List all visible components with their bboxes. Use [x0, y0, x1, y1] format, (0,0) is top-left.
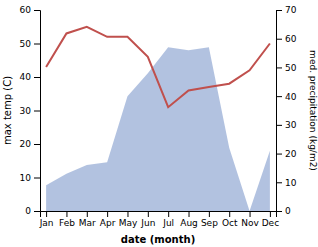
tick-label: 30	[20, 106, 32, 116]
tick: 40	[276, 92, 297, 102]
tick: May	[119, 211, 138, 228]
tick: 0	[25, 206, 40, 216]
axis-line	[41, 212, 277, 218]
y-axis-title: max temp (C)	[2, 76, 13, 145]
tick-label: 70	[285, 5, 297, 15]
tick: 60	[276, 34, 297, 44]
tick-mark	[276, 67, 282, 68]
tick-label: Apr	[100, 218, 116, 228]
tick-label: Aug	[180, 218, 198, 228]
tick-label: 40	[20, 72, 32, 82]
tick-label: 20	[20, 139, 32, 149]
tick-mark	[34, 144, 40, 145]
tick-label: 10	[285, 178, 297, 188]
tick: 50	[20, 39, 40, 49]
tick: 40	[20, 72, 40, 82]
tick-label: Jun	[140, 218, 155, 228]
tick-mark	[168, 211, 169, 217]
y-axis: 0 10 20 30 40 50 60	[20, 5, 41, 216]
tick-mark	[276, 211, 282, 212]
tick-label: Jan	[39, 218, 54, 228]
tick-mark	[250, 211, 251, 217]
tick-mark	[229, 211, 230, 217]
x-axis: Jan Feb Mar AprMayJun Jul AugSep OctNovDec	[39, 211, 279, 228]
tick-mark	[34, 111, 40, 112]
tick: 30	[20, 106, 40, 116]
tick-mark	[46, 211, 47, 217]
tick: Jan	[39, 211, 54, 228]
tick-mark	[34, 178, 40, 179]
tick: Apr	[100, 211, 116, 228]
tick-mark	[34, 44, 40, 45]
tick-label: Oct	[222, 218, 238, 228]
tick: Feb	[59, 211, 75, 228]
tick: 60	[20, 5, 40, 15]
tick-label: 50	[285, 63, 297, 73]
tick-label: Mar	[79, 218, 96, 228]
chart: Jan Feb Mar AprMayJun Jul AugSep OctNovDec 0 10 2…	[0, 0, 318, 247]
marks	[46, 27, 270, 211]
tick: 20	[20, 139, 40, 149]
tick: 20	[276, 149, 297, 159]
tick-mark	[66, 211, 67, 217]
tick-label: May	[119, 218, 138, 228]
y2-axis: 0 10 20 30 40 50 60 70	[276, 5, 297, 216]
tick-label: 0	[285, 206, 291, 216]
tick-mark	[276, 182, 282, 183]
tick: 0	[276, 206, 291, 216]
tick-label: Dec	[262, 218, 279, 228]
tick: Sep	[201, 211, 218, 228]
tick-label: 10	[20, 173, 32, 183]
tick-mark	[34, 211, 40, 212]
tick: 30	[276, 120, 297, 130]
tick: 10	[20, 173, 40, 183]
tick-label: Nov	[241, 218, 259, 228]
tick: Dec	[262, 211, 279, 228]
tick-mark	[276, 39, 282, 40]
tick: Aug	[180, 211, 198, 228]
tick-label: 60	[285, 34, 297, 44]
tick: Jul	[162, 211, 174, 228]
tick-mark	[34, 10, 40, 11]
tick-mark	[127, 211, 128, 217]
tick-label: 60	[20, 5, 32, 15]
tick-mark	[189, 211, 190, 217]
tick: 70	[276, 5, 297, 15]
tick-label: 50	[20, 39, 32, 49]
axis-line	[277, 11, 283, 212]
tick: 50	[276, 63, 297, 73]
tick-mark	[270, 211, 271, 217]
tick-label: 20	[285, 149, 297, 159]
axis-line	[34, 11, 41, 212]
tick-label: Feb	[59, 218, 75, 228]
tick-mark	[276, 154, 282, 155]
plot: Jan Feb Mar AprMayJun Jul AugSep OctNovDec 0 10 2…	[20, 5, 297, 228]
tick-label: Jul	[162, 218, 174, 228]
x-axis-title: date (month)	[121, 234, 195, 245]
tick-label: 30	[285, 120, 297, 130]
tick-mark	[209, 211, 210, 217]
tick-mark	[87, 211, 88, 217]
line	[46, 27, 270, 107]
tick-mark	[148, 211, 149, 217]
y2-axis-title: med. precipitation (kg/m2)	[308, 50, 318, 171]
tick: Jun	[140, 211, 155, 228]
tick-label: 40	[285, 92, 297, 102]
tick: Oct	[222, 211, 238, 228]
tick-mark	[276, 125, 282, 126]
area	[46, 47, 270, 211]
tick: Nov	[241, 211, 259, 228]
tick: 10	[276, 178, 297, 188]
tick-label: 0	[25, 206, 31, 216]
tick-mark	[34, 77, 40, 78]
tick-mark	[276, 10, 282, 11]
tick: Mar	[79, 211, 96, 228]
tick-mark	[276, 96, 282, 97]
tick-label: Sep	[201, 218, 218, 228]
tick-mark	[107, 211, 108, 217]
